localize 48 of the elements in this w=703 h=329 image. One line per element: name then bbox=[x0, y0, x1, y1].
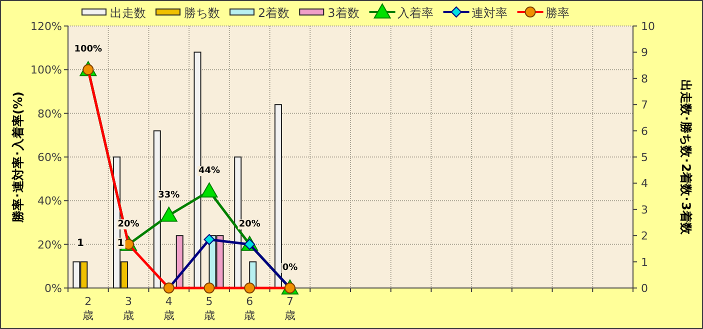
point bbox=[200, 182, 218, 198]
y-tick-label: 100% bbox=[30, 64, 62, 77]
data-label: 1 bbox=[117, 238, 124, 249]
legend-label: 勝率 bbox=[545, 6, 570, 20]
y-tick-label: 120% bbox=[30, 20, 62, 33]
y-axis-title: 勝率･連対率･入着率(%) bbox=[11, 92, 25, 224]
y2-tick-label: 4 bbox=[641, 177, 648, 190]
y2-tick-label: 3 bbox=[641, 203, 648, 216]
data-label: 44% bbox=[198, 166, 220, 176]
y2-tick-label: 1 bbox=[641, 256, 648, 269]
y2-tick-label: 8 bbox=[641, 72, 648, 86]
x-tick-label: 6歳 bbox=[244, 295, 256, 322]
point bbox=[160, 206, 178, 222]
legend-label: 入着率 bbox=[397, 6, 434, 20]
legend-label: 出走数 bbox=[110, 6, 146, 20]
bar bbox=[216, 235, 224, 288]
legend-label: 2着数 bbox=[258, 6, 290, 20]
legend-label: 勝ち数 bbox=[184, 6, 220, 20]
x-tick-label: 5歳 bbox=[204, 295, 215, 322]
y2-tick-label: 2 bbox=[641, 230, 648, 243]
point bbox=[204, 234, 215, 246]
y2-tick-label: 6 bbox=[641, 124, 648, 138]
x-tick-label: 7歳 bbox=[284, 295, 296, 322]
y2-tick-label: 10 bbox=[641, 20, 655, 33]
data-label: 20% bbox=[118, 219, 140, 230]
y2-tick-label: 5 bbox=[641, 151, 648, 164]
x-tick-label: 3歳 bbox=[123, 295, 134, 322]
legend-label: 3着数 bbox=[328, 6, 360, 20]
y-tick-label: 60% bbox=[38, 151, 62, 164]
bar bbox=[72, 261, 80, 288]
data-label: 1 bbox=[76, 238, 84, 249]
data-label: 33% bbox=[158, 190, 180, 200]
y-tick-label: 40% bbox=[38, 194, 62, 208]
y2-tick-label: 0 bbox=[641, 282, 648, 295]
x-tick-label: 4歳 bbox=[163, 295, 174, 322]
y2-tick-label: 9 bbox=[641, 46, 648, 60]
data-label: 20% bbox=[238, 219, 260, 230]
y-tick-label: 80% bbox=[38, 107, 62, 120]
bar bbox=[176, 235, 184, 288]
y-tick-label: 0% bbox=[44, 282, 62, 295]
y2-axis-title: 出走数･勝ち数･2着数･3着数 bbox=[679, 80, 693, 236]
legend-label: 連対率 bbox=[471, 6, 508, 20]
data-label: 100% bbox=[74, 44, 102, 55]
bar bbox=[274, 104, 282, 288]
x-tick-label: 2歳 bbox=[82, 295, 94, 322]
y2-tick-label: 7 bbox=[641, 98, 648, 112]
data-label: 0% bbox=[282, 263, 298, 273]
y-tick-label: 20% bbox=[38, 238, 62, 252]
